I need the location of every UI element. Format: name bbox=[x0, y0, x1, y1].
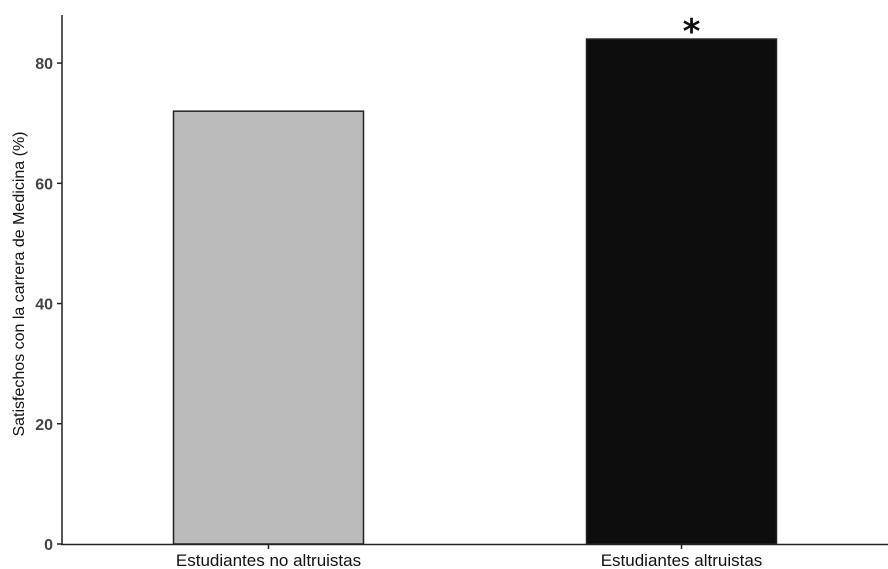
y-tick-label: 20 bbox=[35, 417, 53, 434]
y-tick-label: 40 bbox=[35, 297, 53, 314]
bar bbox=[585, 38, 778, 545]
y-axis-title: Satisfechos con la carrera de Medicina (… bbox=[11, 131, 28, 436]
y-tick-label: 80 bbox=[35, 56, 53, 73]
y-tick-label: 60 bbox=[35, 176, 53, 193]
x-tick-label: Estudiantes altruistas bbox=[601, 551, 763, 569]
y-tick-label: 0 bbox=[44, 537, 53, 554]
significance-asterisk: * bbox=[683, 12, 701, 52]
bar bbox=[172, 110, 365, 545]
x-tick-label: Estudiantes no altruistas bbox=[176, 551, 361, 569]
